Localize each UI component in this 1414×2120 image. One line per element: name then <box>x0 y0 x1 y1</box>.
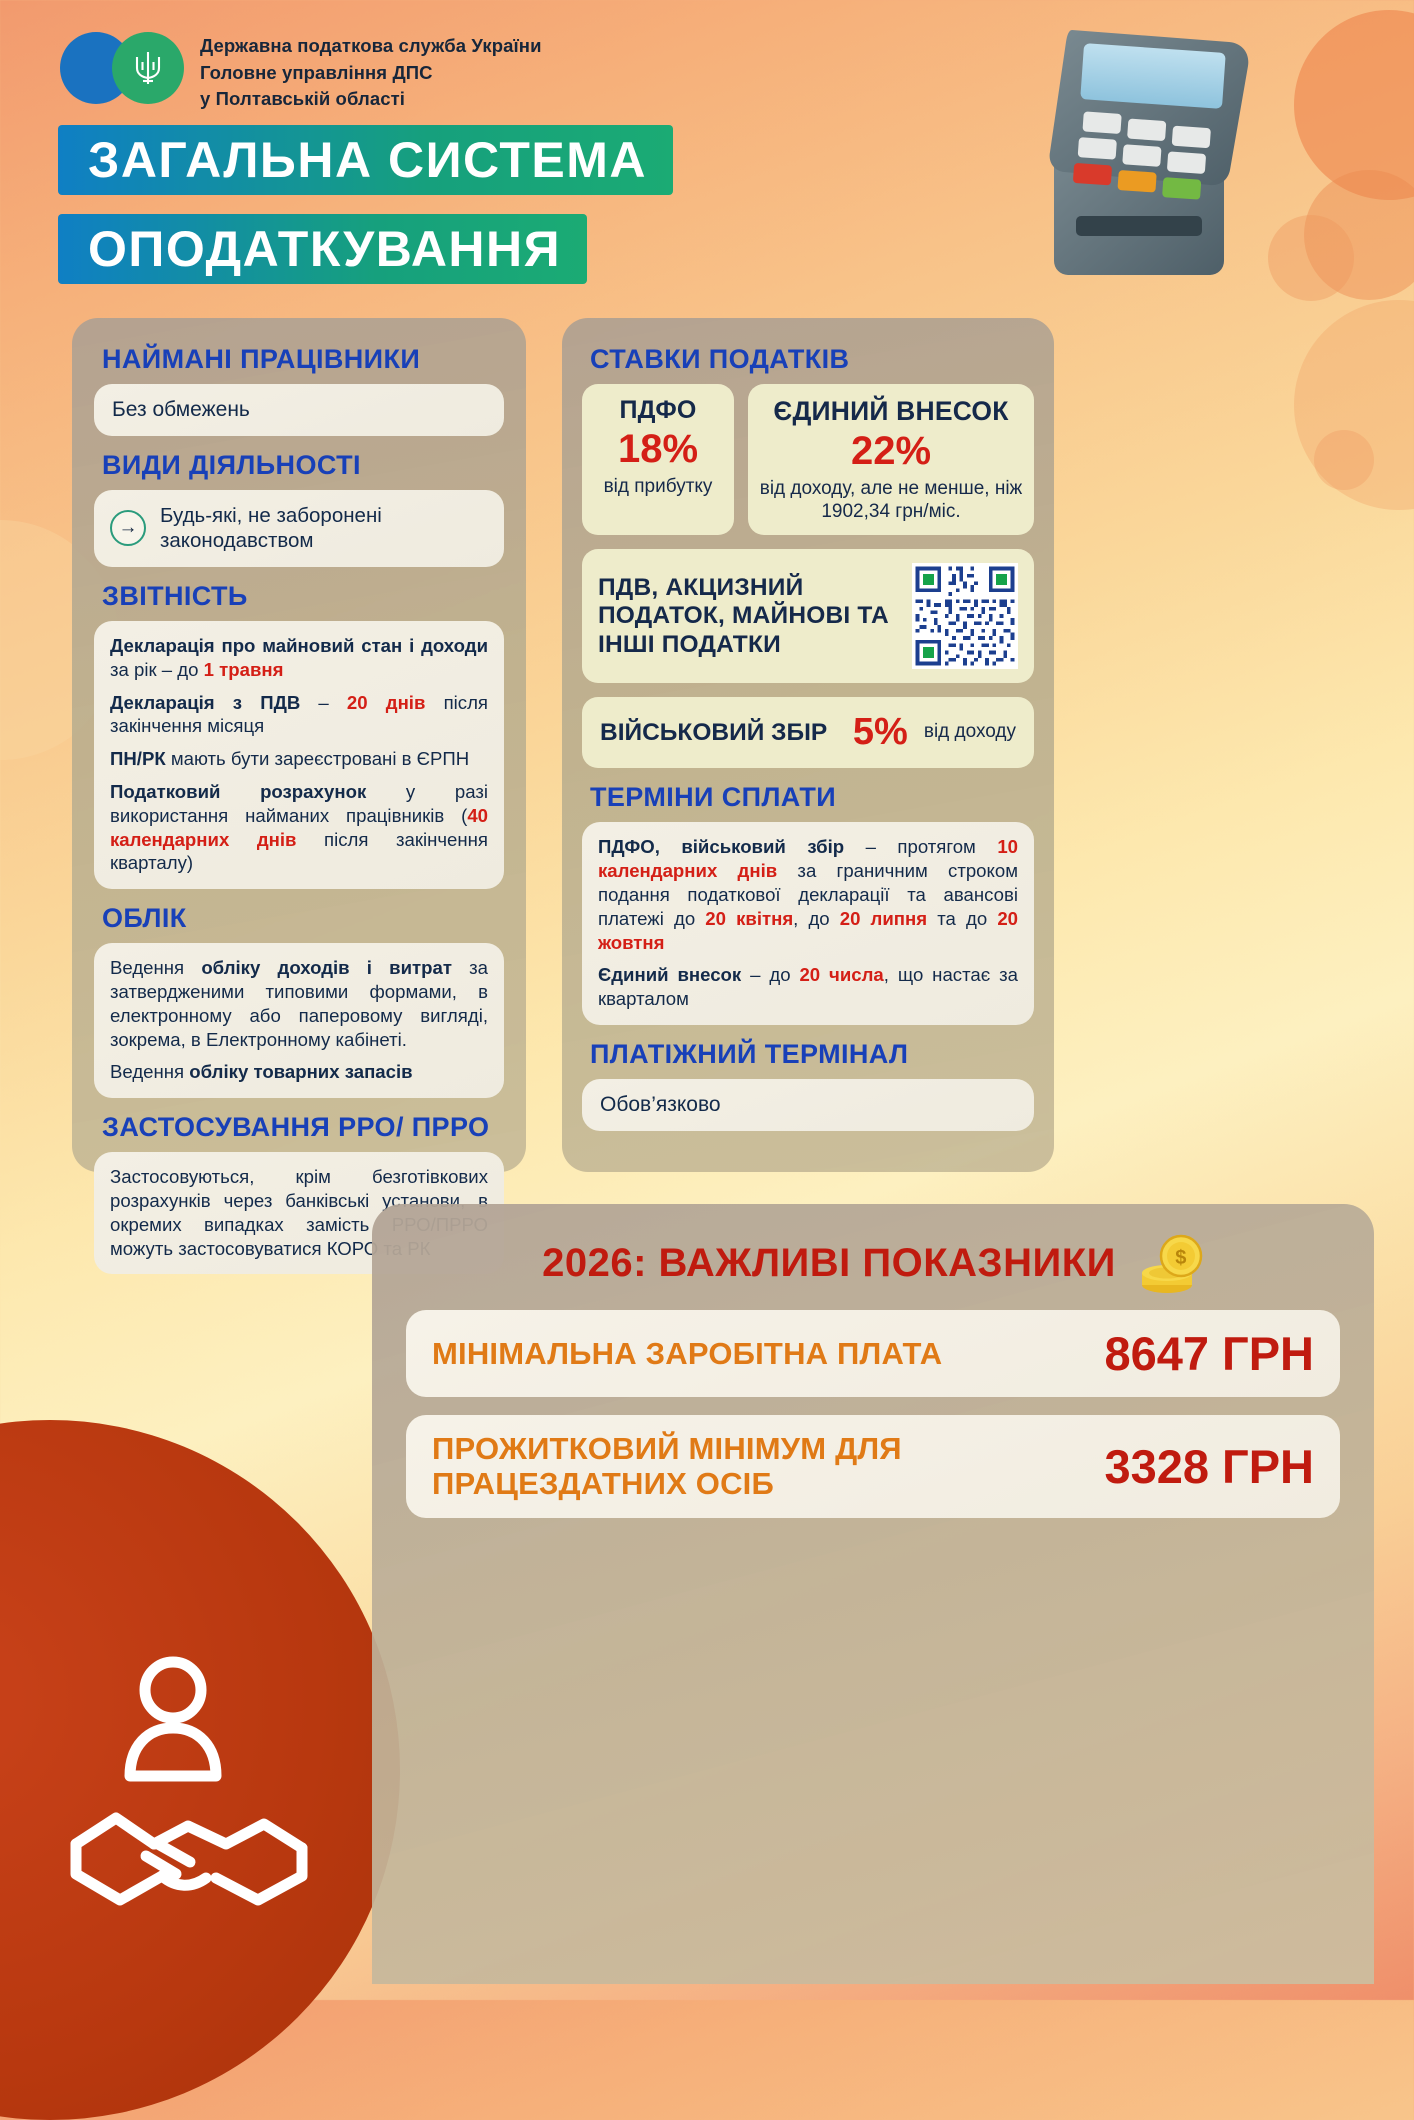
page-title-line-1: ЗАГАЛЬНА СИСТЕМА <box>58 125 674 195</box>
military-levy-sub: від доходу <box>923 721 1016 743</box>
indicator-card-living-wage: ПРОЖИТКОВИЙ МІНІМУМ ДЛЯ ПРАЦЕЗДАТНИХ ОСІ… <box>406 1415 1340 1518</box>
payment-terms-paragraph-1: ПДФО, військовий збір – протягом 10 кале… <box>598 836 1019 953</box>
activities-value-card: → Будь-які, не заборонені законодавством <box>94 490 504 567</box>
rate-esv-name: ЄДИНИЙ ВНЕСОК <box>773 396 1009 426</box>
vat-taxes-title: ПДВ, АКЦИЗНИЙ ПОДАТОК, МАЙНОВІ ТА ІНШІ П… <box>598 573 889 658</box>
org-name: Державна податкова служба України Головн… <box>200 28 542 112</box>
rate-esv-sub: від доходу, але не менше, ніж 1902,34 гр… <box>759 477 1023 522</box>
rro-card: Застосовуються, крім безготівкових розра… <box>94 1152 504 1275</box>
org-line-1: Державна податкова служба України <box>200 35 542 56</box>
rate-pdfo-value: 18% <box>617 427 699 471</box>
reporting-item-4: Податковий розрахунок у разі використанн… <box>110 780 488 874</box>
tax-rates-row: ПДФО 18% від прибутку ЄДИНИЙ ВНЕСОК 22% … <box>582 384 1034 536</box>
section-heading-employees: НАЙМАНІ ПРАЦІВНИКИ <box>102 344 421 374</box>
military-levy-title: ВІЙСЬКОВИЙ ЗБІР <box>600 718 828 746</box>
coins-icon: $ <box>1141 1234 1203 1293</box>
indicator-card-minimum-wage: МІНІМАЛЬНА ЗАРОБІТНА ПЛАТА 8647 ГРН <box>406 1310 1340 1397</box>
reporting-item-2: Декларація з ПДВ – 20 днів після закінче… <box>110 691 488 737</box>
logo-green-circle-icon <box>112 32 184 104</box>
section-heading-activities: ВИДИ ДІЯЛЬНОСТІ <box>102 450 361 480</box>
decorative-circle <box>1268 215 1354 301</box>
indicator-label: МІНІМАЛЬНА ЗАРОБІТНА ПЛАТА <box>432 1335 943 1371</box>
org-line-3: у Полтавській області <box>200 88 406 110</box>
key-indicators-panel: 2026: ВАЖЛИВІ ПОКАЗНИКИ $ МІНІМАЛЬНА ЗАР… <box>372 1204 1374 1984</box>
employees-value: Без обмежень <box>112 398 250 421</box>
page-title-line-2: ОПОДАТКУВАННЯ <box>58 214 588 284</box>
decorative-circle <box>1314 430 1374 490</box>
section-heading-rates: СТАВКИ ПОДАТКІВ <box>590 344 850 374</box>
arrow-right-icon: → <box>110 510 146 546</box>
terminal-value: Обов’язково <box>600 1092 721 1116</box>
payment-terms-paragraph-2: Єдиний внесок – до 20 числа, що настає з… <box>598 964 1018 1010</box>
employees-value-card: Без обмежень <box>94 384 504 436</box>
section-heading-accounting: ОБЛІК <box>102 903 187 934</box>
left-column-panel: НАЙМАНІ ПРАЦІВНИКИ Без обмежень ВИДИ ДІЯ… <box>72 318 526 1275</box>
indicator-label: ПРОЖИТКОВИЙ МІНІМУМ ДЛЯ ПРАЦЕЗДАТНИХ ОСІ… <box>432 1431 902 1502</box>
reporting-card: Декларація про майновий стан і доходи за… <box>94 621 504 890</box>
accounting-paragraph-2: Ведення обліку товарних запасів <box>110 1061 413 1083</box>
section-heading-reporting: ЗВІТНІСТЬ <box>102 581 248 611</box>
rate-pdfo-name: ПДФО <box>619 396 697 424</box>
rate-card-esv: ЄДИНИЙ ВНЕСОК 22% від доходу, але не мен… <box>748 384 1034 536</box>
accounting-card: Ведення обліку доходів і витрат за затве… <box>94 943 504 1099</box>
accounting-paragraph-1: Ведення обліку доходів і витрат за затве… <box>110 957 488 1050</box>
military-levy-value: 5% <box>852 711 908 754</box>
rate-pdfo-sub: від прибутку <box>603 475 713 497</box>
header: Державна податкова служба України Головн… <box>60 28 542 112</box>
decorative-circle <box>1304 170 1414 300</box>
activities-value: Будь-які, не заборонені законодавством <box>160 504 382 552</box>
reporting-item-3: ПН/РК мають бути зареєстровані в ЄРПН <box>110 748 470 770</box>
vat-taxes-card: ПДВ, АКЦИЗНИЙ ПОДАТОК, МАЙНОВІ ТА ІНШІ П… <box>582 549 1034 684</box>
logo <box>60 28 186 106</box>
org-line-2: Головне управління ДПС <box>200 61 433 83</box>
trident-icon <box>135 52 161 84</box>
right-column-panel: СТАВКИ ПОДАТКІВ ПДФО 18% від прибутку ЄД… <box>562 318 1054 1172</box>
rate-esv-value: 22% <box>850 429 932 473</box>
key-indicators-header: 2026: ВАЖЛИВІ ПОКАЗНИКИ $ <box>406 1230 1340 1296</box>
handshake-person-icon <box>70 1656 308 1906</box>
svg-text:$: $ <box>1175 1247 1187 1269</box>
qr-code-icon[interactable] <box>912 563 1018 670</box>
section-heading-rro: ЗАСТОСУВАННЯ РРО/ ПРРО <box>102 1112 490 1143</box>
reporting-item-1: Декларація про майновий стан і доходи за… <box>110 635 488 680</box>
indicator-value: 8647 ГРН <box>1104 1327 1314 1380</box>
key-indicators-title: 2026: ВАЖЛИВІ ПОКАЗНИКИ <box>542 1240 1116 1285</box>
section-heading-payment-terms: ТЕРМІНИ СПЛАТИ <box>590 782 837 813</box>
military-levy-card: ВІЙСЬКОВИЙ ЗБІР 5% від доходу <box>582 697 1034 769</box>
payment-terminal-icon <box>1049 30 1249 275</box>
rate-card-pdfo: ПДФО 18% від прибутку <box>582 384 734 536</box>
payment-terms-card: ПДФО, військовий збір – протягом 10 кале… <box>582 822 1034 1025</box>
terminal-value-card: Обов’язково <box>582 1078 1034 1131</box>
indicator-value: 3328 ГРН <box>1104 1439 1314 1493</box>
section-heading-terminal: ПЛАТІЖНИЙ ТЕРМІНАЛ <box>590 1038 909 1069</box>
